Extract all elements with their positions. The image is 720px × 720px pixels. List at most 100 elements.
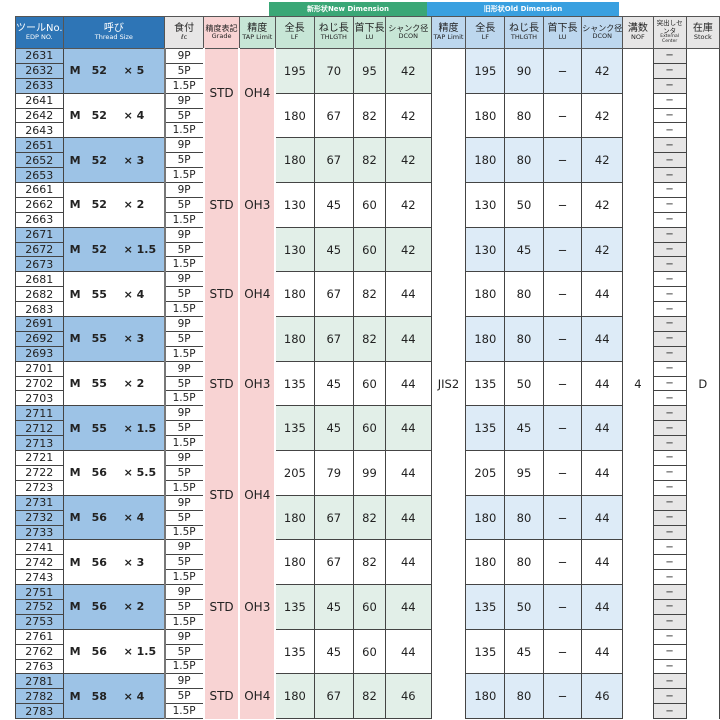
old-lf: 135 [465, 405, 506, 452]
old-lu: − [542, 494, 583, 541]
new-thlgth: 67 [313, 673, 355, 720]
edp-number: 2723 [15, 479, 64, 496]
external-center: − [652, 390, 687, 407]
thread-size: M 56 × 3 [62, 539, 166, 586]
edp-number: 2653 [15, 167, 64, 184]
old-lf: 205 [465, 450, 506, 496]
external-center: − [652, 703, 687, 720]
feed-length: 1.5P [163, 167, 205, 184]
new-lu: 99 [353, 450, 386, 496]
old-dcon: 44 [581, 405, 624, 452]
new-thlgth: 45 [313, 405, 355, 452]
edp-number: 2732 [15, 509, 64, 526]
old-lu: − [542, 450, 583, 496]
old-thlgth: 80 [504, 316, 544, 362]
thread-pitch: × 3 [123, 153, 145, 167]
thread-prefix: M [69, 243, 81, 257]
new-lf: 130 [274, 226, 315, 273]
edp-number: 2722 [15, 464, 64, 481]
feed-length: 5P [163, 196, 205, 213]
header-en: THLGTH [510, 33, 538, 42]
external-center: − [652, 62, 687, 79]
new-lu: 82 [353, 539, 386, 586]
column-header-edp-no: ツールNo. EDP NO. [15, 16, 64, 49]
header-en: TAP Limit [242, 33, 273, 42]
thread-size: M 52 × 3 [62, 137, 166, 184]
new-thlgth: 45 [313, 360, 355, 407]
old-dcon: 44 [581, 628, 624, 675]
new-thlgth: 45 [313, 584, 355, 630]
header-jp: ねじ長 [318, 23, 349, 35]
edp-number: 2751 [15, 584, 64, 600]
thread-size: M 52 × 4 [62, 92, 166, 139]
table-row: 2633 1.5P − [15, 77, 720, 94]
old-dcon: 42 [581, 182, 624, 228]
old-dcon: 44 [581, 271, 624, 318]
tap-limit: OH4 [238, 271, 277, 317]
grade: STD [202, 48, 241, 138]
new-lf: 180 [274, 316, 315, 362]
column-header-grade: 精度表記 Grade [203, 16, 240, 49]
old-dcon: 42 [581, 48, 624, 94]
new-dcon: 42 [384, 92, 432, 139]
thread-diameter: 52 [91, 64, 107, 78]
table-row: 2712 5P − [15, 420, 720, 437]
thread-pitch: × 5.5 [123, 466, 157, 480]
edp-number: 2633 [15, 77, 64, 94]
external-center: − [652, 643, 687, 660]
edp-number: 2631 [15, 48, 64, 64]
thread-pitch: × 3 [123, 332, 145, 346]
old-lf: 180 [465, 539, 506, 586]
edp-number: 2783 [15, 703, 64, 720]
new-lu: 95 [353, 48, 386, 94]
feed-length: 5P [163, 62, 205, 79]
thread-prefix: M [69, 287, 81, 301]
old-lf: 180 [465, 137, 506, 184]
thread-pitch: × 1.5 [123, 243, 157, 257]
header-jp: 溝数 [627, 23, 648, 35]
thread-size: M 55 × 1.5 [62, 405, 166, 452]
new-lu: 60 [353, 628, 386, 675]
new-thlgth: 67 [313, 137, 355, 184]
tap-limit: OH4 [238, 48, 277, 138]
edp-number: 2733 [15, 524, 64, 541]
feed-length: 9P [163, 316, 205, 332]
new-dimension-header: 新形状 New Dimension [269, 2, 427, 16]
thread-size: M 55 × 4 [62, 271, 166, 318]
header-jp: 精度表記 [205, 23, 238, 33]
edp-number: 2711 [15, 405, 64, 422]
new-lf: 205 [274, 450, 315, 496]
thread-size: M 55 × 3 [62, 316, 166, 362]
external-center: − [652, 241, 687, 258]
table-row: 2641 M 52 × 4 9P 180 67 82 42 180 80−42− [15, 92, 720, 139]
feed-length: 5P [163, 688, 205, 705]
feed-length: 1.5P [163, 345, 205, 362]
old-thlgth: 90 [504, 48, 544, 94]
old-dcon: 44 [581, 539, 624, 586]
tap-spec-table: ツールNo. EDP NO. 呼び Thread Size 食付 ℓc 精度表記 Grade 精… [15, 16, 720, 720]
edp-number: 2753 [15, 613, 64, 630]
external-center: − [652, 271, 687, 288]
feed-length: 5P [163, 152, 205, 169]
edp-number: 2761 [15, 628, 64, 645]
new-lu: 60 [353, 584, 386, 630]
old-dimension-header: 旧形状 Old Dimension [427, 2, 619, 16]
old-dcon: 42 [581, 137, 624, 184]
feed-length: 5P [163, 286, 205, 303]
old-dcon: 44 [581, 584, 624, 630]
old-thlgth: 95 [504, 450, 544, 496]
table-row: 2631 M 52 × 5 9P STD OH4 195 70 95 42 JIS2 195 90−42 4… [15, 48, 720, 719]
old-lf: 130 [465, 182, 506, 228]
edp-number: 2762 [15, 643, 64, 660]
edp-number: 2691 [15, 316, 64, 332]
column-header-thlgth: ねじ長 THLGTH [504, 16, 544, 49]
thread-diameter: 55 [91, 287, 107, 301]
external-center: − [652, 494, 687, 511]
new-dcon: 46 [384, 673, 432, 720]
new-lf: 180 [274, 92, 315, 139]
table-row: 2701 M 55 × 2 9P 135 45 60 44 135 50−44− [15, 360, 720, 407]
old-dcon: 44 [581, 450, 624, 496]
table-row: 2731 M 56 × 4 9P 180 67 82 44 180 80−44− [15, 494, 720, 541]
feed-length: 9P [163, 494, 205, 511]
header-jp: ねじ長 [508, 23, 539, 35]
